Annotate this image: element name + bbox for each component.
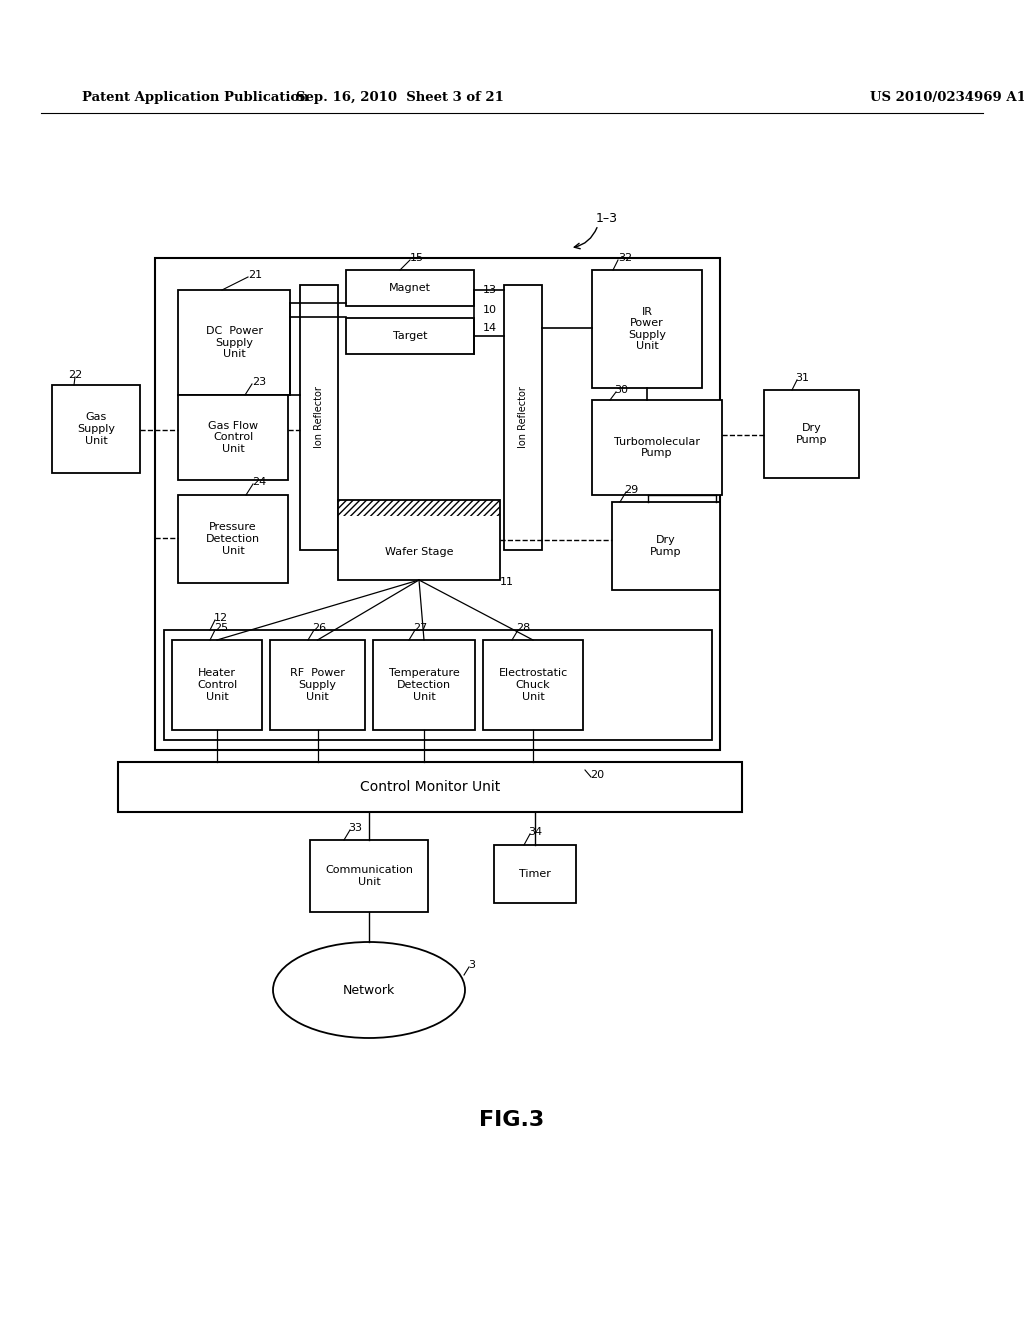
Text: 23: 23 (252, 378, 266, 387)
Text: Ion Reflector: Ion Reflector (314, 387, 324, 449)
Text: US 2010/0234969 A1: US 2010/0234969 A1 (870, 91, 1024, 103)
Bar (346, 318, 474, 354)
Bar (300, 285, 338, 550)
Text: Target: Target (393, 331, 427, 341)
Text: Temperature
Detection
Unit: Temperature Detection Unit (389, 668, 460, 702)
Text: Dry
Pump: Dry Pump (796, 424, 827, 445)
Ellipse shape (273, 942, 465, 1038)
Text: Gas Flow
Control
Unit: Gas Flow Control Unit (208, 421, 258, 454)
Text: 3: 3 (468, 960, 475, 970)
Text: 24: 24 (252, 477, 266, 487)
Text: 14: 14 (483, 323, 497, 333)
Text: Communication
Unit: Communication Unit (325, 865, 413, 887)
Text: 33: 33 (348, 822, 362, 833)
Bar (155, 257, 720, 750)
Text: Ion Reflector: Ion Reflector (518, 387, 528, 449)
Text: 20: 20 (590, 770, 604, 780)
Bar (764, 389, 859, 478)
Text: RF  Power
Supply
Unit: RF Power Supply Unit (290, 668, 345, 702)
Text: 1–3: 1–3 (596, 211, 618, 224)
Text: 27: 27 (413, 623, 427, 634)
Text: Patent Application Publication: Patent Application Publication (82, 91, 309, 103)
Bar (592, 271, 702, 388)
Text: 26: 26 (312, 623, 326, 634)
Text: 31: 31 (795, 374, 809, 383)
Text: IR
Power
Supply
Unit: IR Power Supply Unit (628, 306, 666, 351)
Bar (310, 840, 428, 912)
Bar (373, 640, 475, 730)
Text: Heater
Control
Unit: Heater Control Unit (197, 668, 238, 702)
Text: 11: 11 (500, 577, 514, 587)
Text: 25: 25 (214, 623, 228, 634)
Text: Turbomolecular
Pump: Turbomolecular Pump (614, 437, 700, 458)
Text: 22: 22 (68, 370, 82, 380)
Text: Dry
Pump: Dry Pump (650, 535, 682, 557)
Text: Wafer Stage: Wafer Stage (385, 546, 454, 557)
Bar (483, 640, 583, 730)
Text: Network: Network (343, 983, 395, 997)
Text: Timer: Timer (519, 869, 551, 879)
Bar (504, 285, 542, 550)
Bar (178, 495, 288, 583)
Text: DC  Power
Supply
Unit: DC Power Supply Unit (206, 326, 262, 359)
Text: Sep. 16, 2010  Sheet 3 of 21: Sep. 16, 2010 Sheet 3 of 21 (296, 91, 504, 103)
Bar (612, 502, 720, 590)
Text: 10: 10 (483, 305, 497, 315)
Bar (118, 762, 742, 812)
Text: 13: 13 (483, 285, 497, 294)
Bar (346, 271, 474, 306)
Text: 21: 21 (248, 271, 262, 280)
Text: 15: 15 (410, 253, 424, 263)
Bar (270, 640, 365, 730)
Text: 28: 28 (516, 623, 530, 634)
Bar (494, 845, 575, 903)
Text: 12: 12 (214, 612, 228, 623)
Text: 30: 30 (614, 385, 628, 395)
Bar (52, 385, 140, 473)
Bar (178, 290, 290, 395)
Text: 29: 29 (624, 484, 638, 495)
Text: Pressure
Detection
Unit: Pressure Detection Unit (206, 523, 260, 556)
Bar (338, 500, 500, 579)
Text: Gas
Supply
Unit: Gas Supply Unit (77, 412, 115, 446)
Bar (338, 500, 500, 516)
Bar (592, 400, 722, 495)
Text: FIG.3: FIG.3 (479, 1110, 545, 1130)
Text: Control Monitor Unit: Control Monitor Unit (359, 780, 500, 795)
Bar (178, 395, 288, 480)
Text: Electrostatic
Chuck
Unit: Electrostatic Chuck Unit (499, 668, 567, 702)
Text: 32: 32 (618, 253, 632, 263)
Text: Magnet: Magnet (389, 282, 431, 293)
Bar (164, 630, 712, 741)
Text: 34: 34 (528, 828, 542, 837)
Bar (172, 640, 262, 730)
